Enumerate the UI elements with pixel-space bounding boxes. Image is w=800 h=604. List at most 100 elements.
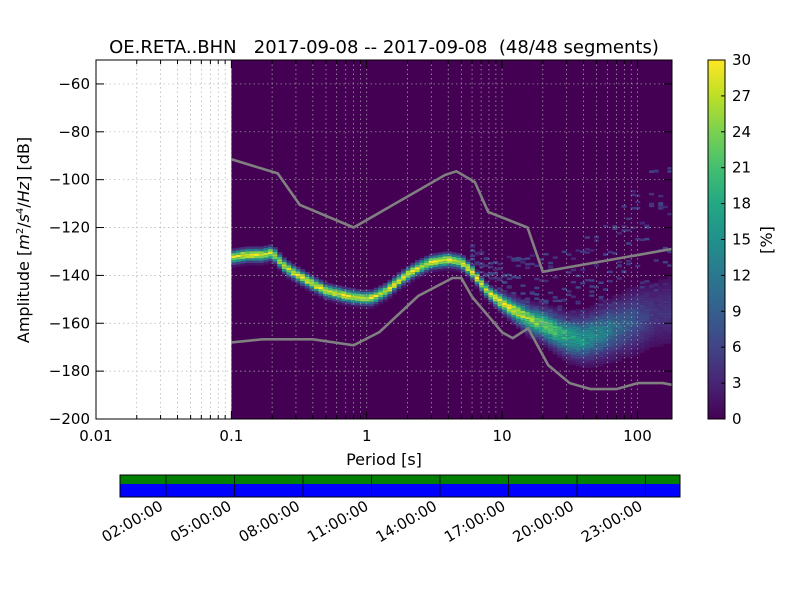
colorbar-tick-label: 30: [732, 51, 751, 69]
heatmap-cell: [621, 291, 627, 294]
heatmap-cell: [497, 289, 503, 292]
heatmap-cell: [566, 327, 572, 330]
heatmap-cell: [240, 258, 246, 262]
heatmap-cell: [543, 304, 549, 307]
heatmap-cell: [534, 327, 540, 330]
x-tick-label: 100: [623, 427, 652, 445]
heatmap-cell: [575, 328, 581, 331]
heatmap-cell: [295, 273, 301, 277]
heatmap-cell: [268, 249, 274, 252]
heatmap-cell: [378, 290, 384, 293]
heatmap-cell: [291, 263, 297, 267]
heatmap-cell: [626, 304, 632, 308]
heatmap-cell: [603, 323, 609, 326]
heatmap-cell: [630, 303, 636, 307]
heatmap-cell: [538, 318, 544, 321]
heatmap-cell: [552, 342, 558, 345]
heatmap-cell: [534, 297, 540, 300]
heatmap-cell: [644, 333, 650, 336]
heatmap-cell: [667, 317, 672, 320]
heatmap-cell: [571, 347, 577, 351]
heatmap-cell: [295, 278, 301, 282]
heatmap-cell: [626, 309, 632, 312]
heatmap-cell: [566, 312, 572, 316]
heatmap-cell: [525, 316, 531, 320]
heatmap-cell: [607, 351, 613, 354]
heatmap-cell: [644, 342, 650, 346]
heatmap-cell: [566, 339, 572, 342]
heatmap-cell: [515, 321, 521, 324]
x-tick-label: 1: [362, 427, 372, 445]
heatmap-cell: [277, 261, 283, 265]
x-tick-label: 10: [493, 427, 512, 445]
heatmap-cell: [529, 312, 535, 316]
heatmap-cell: [369, 291, 375, 295]
heatmap-cell: [300, 269, 306, 272]
heatmap-cell: [653, 342, 659, 345]
heatmap-cell: [561, 250, 567, 254]
heatmap-cell: [575, 274, 581, 278]
heatmap-cell: [382, 290, 388, 293]
heatmap-cell: [603, 344, 609, 348]
heatmap-cell: [630, 287, 636, 290]
heatmap-cell: [584, 365, 590, 368]
heatmap-cell: [603, 356, 609, 360]
heatmap-cell: [626, 295, 632, 298]
heatmap-cell: [667, 298, 672, 301]
heatmap-cell: [635, 200, 641, 204]
heatmap-cell: [392, 285, 398, 288]
heatmap-cell: [405, 268, 411, 271]
heatmap-cell: [414, 271, 420, 275]
heatmap-cell: [506, 316, 512, 319]
heatmap-cell: [589, 346, 595, 349]
heatmap-cell: [561, 353, 567, 356]
heatmap-cell: [649, 325, 655, 329]
heatmap-cell: [350, 305, 356, 308]
heatmap-cell: [662, 205, 668, 209]
heatmap-cell: [662, 339, 668, 342]
heatmap-cell: [451, 257, 457, 260]
heatmap-cell: [506, 297, 512, 300]
heatmap-cell: [529, 262, 535, 266]
heatmap-cell: [245, 258, 251, 261]
heatmap-cell: [249, 246, 255, 249]
heatmap-cell: [318, 289, 324, 292]
y-axis: −60−80−100−120−140−160−180−200: [49, 75, 672, 428]
heatmap-cell: [584, 248, 590, 251]
heatmap-cell: [626, 316, 632, 320]
heatmap-cell: [552, 347, 558, 350]
heatmap-cell: [382, 294, 388, 298]
heatmap-cell: [520, 325, 526, 328]
heatmap-cell: [258, 258, 264, 261]
heatmap-cell: [616, 299, 622, 302]
heatmap-cell: [566, 324, 572, 328]
heatmap-cell: [309, 284, 315, 287]
heatmap-cell: [318, 291, 324, 294]
heatmap-cell: [525, 263, 531, 266]
heatmap-cell: [598, 302, 604, 305]
heatmap-cell: [552, 316, 558, 319]
heatmap-cell: [538, 313, 544, 316]
heatmap-cell: [598, 281, 604, 284]
colorbar-tick-label: 9: [732, 302, 742, 320]
heatmap-cell: [649, 316, 655, 319]
heatmap-cell: [502, 281, 508, 284]
heatmap-cell: [612, 316, 618, 320]
heatmap-cell: [548, 346, 554, 349]
heatmap-cell: [635, 291, 641, 294]
heatmap-cell: [575, 316, 581, 319]
heatmap-cell: [603, 349, 609, 352]
heatmap-cell: [626, 299, 632, 303]
heatmap-cell: [557, 299, 563, 303]
heatmap-cell: [593, 355, 599, 358]
heatmap-cell: [401, 271, 407, 274]
heatmap-cell: [382, 292, 388, 295]
heatmap-cell: [566, 315, 572, 318]
heatmap-cell: [245, 251, 251, 254]
heatmap-cell: [607, 312, 613, 316]
heatmap-cell: [410, 269, 416, 273]
heatmap-cell: [497, 277, 503, 280]
heatmap-cell: [626, 328, 632, 332]
heatmap-cell: [589, 338, 595, 342]
heatmap-cell: [548, 336, 554, 340]
